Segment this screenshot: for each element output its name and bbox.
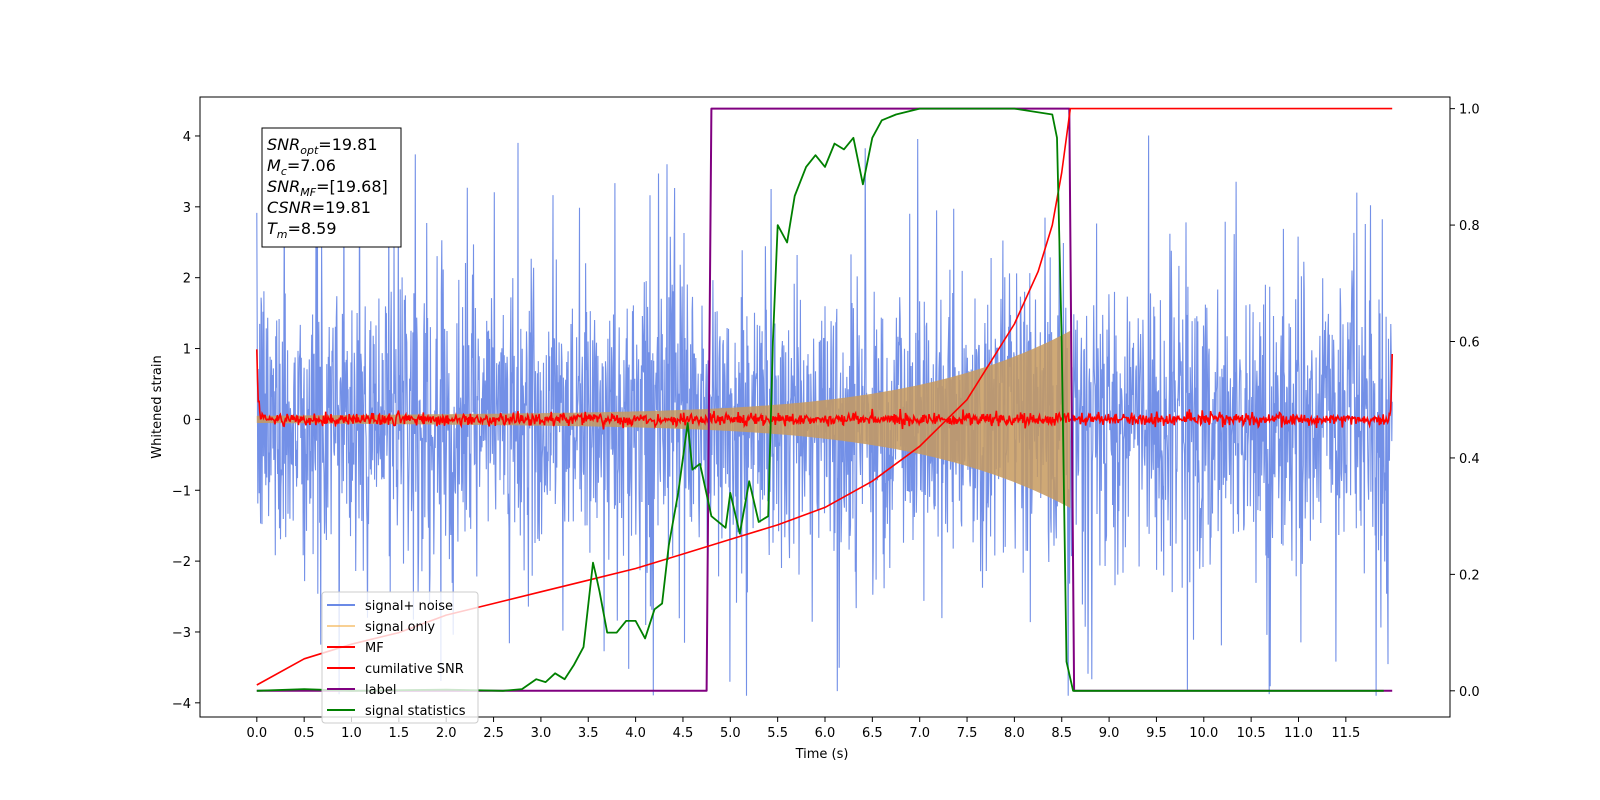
annotation-line: SNRopt=19.81 (267, 135, 378, 157)
x-tick-label: 4.5 (673, 726, 694, 741)
y-tick-label: −3 (172, 626, 191, 641)
y2-tick-label: 0.4 (1459, 452, 1480, 467)
y-axis-left: −4 −3 −2 −1 0 1 2 3 4 (172, 130, 200, 712)
legend: signal+ noise signal only MF cumilative SNR… (321, 591, 479, 724)
y-axis-right: 0.0 0.2 0.4 0.6 0.8 1.0 (1450, 103, 1480, 700)
x-axis-title: Time (s) (795, 747, 849, 762)
annotation-line: SNRMF=[19.68] (267, 177, 388, 199)
x-tick-label: 1.5 (389, 726, 410, 741)
x-tick-label: 11.5 (1331, 726, 1360, 741)
y-tick-label: 4 (183, 130, 191, 145)
legend-label: signal only (365, 620, 435, 635)
y-tick-label: −1 (172, 484, 191, 499)
legend-label: signal statistics (365, 704, 466, 719)
y2-tick-label: 0.0 (1459, 685, 1480, 700)
legend-label: signal+ noise (365, 599, 453, 614)
x-tick-label: 10.0 (1189, 726, 1218, 741)
y-tick-label: −4 (172, 697, 191, 712)
y-tick-label: 1 (183, 343, 191, 358)
y-axis-title: Whitened strain (150, 355, 165, 458)
legend-frame (321, 591, 479, 724)
annotation-line: Tm=8.59 (267, 219, 337, 241)
y2-tick-label: 1.0 (1459, 103, 1480, 118)
x-tick-label: 5.5 (767, 726, 788, 741)
legend-label: MF (365, 641, 384, 656)
y2-tick-label: 0.8 (1459, 219, 1480, 234)
y2-tick-label: 0.2 (1459, 568, 1480, 583)
legend-label: label (365, 683, 396, 698)
x-tick-label: 10.5 (1237, 726, 1266, 741)
series-signal-statistics-line (256, 107, 1384, 692)
x-tick-label: 2.5 (483, 726, 504, 741)
y-tick-label: −2 (172, 555, 191, 570)
x-tick-label: 7.5 (957, 726, 978, 741)
x-tick-label: 8.5 (1051, 726, 1072, 741)
x-tick-label: 4.0 (625, 726, 646, 741)
annotation-line: CSNR=19.81 (267, 198, 371, 217)
x-tick-label: 6.0 (815, 726, 836, 741)
y2-tick-label: 0.6 (1459, 336, 1480, 351)
x-axis: 0.0 0.5 1.0 1.5 2.0 2.5 3.0 3.5 4.0 4.5 5.0 5.5 6.0 6… (246, 717, 1360, 741)
x-tick-label: 0.5 (294, 726, 315, 741)
series-mf-line (256, 349, 1393, 430)
y-tick-label: 3 (183, 201, 191, 216)
y-tick-label: 2 (183, 272, 191, 287)
x-tick-label: 5.0 (720, 726, 741, 741)
annotation-frame (261, 127, 402, 248)
annotation-box: SNRopt=19.81Mc=7.06SNRMF=[19.68]CSNR=19.… (261, 127, 402, 248)
x-tick-label: 1.0 (341, 726, 362, 741)
x-tick-label: 2.0 (436, 726, 457, 741)
x-tick-label: 9.5 (1146, 726, 1167, 741)
x-tick-label: 0.0 (246, 726, 267, 741)
x-tick-label: 11.0 (1284, 726, 1313, 741)
x-tick-label: 9.0 (1099, 726, 1120, 741)
series-signal-noise-line (256, 135, 1393, 696)
legend-label: cumilative SNR (365, 662, 464, 677)
annotation-line: Mc=7.06 (267, 156, 336, 178)
x-tick-label: 7.0 (909, 726, 930, 741)
y-tick-label: 0 (183, 413, 191, 428)
x-tick-label: 3.5 (578, 726, 599, 741)
x-tick-label: 6.5 (862, 726, 883, 741)
x-tick-label: 8.0 (1004, 726, 1025, 741)
x-tick-label: 3.0 (531, 726, 552, 741)
